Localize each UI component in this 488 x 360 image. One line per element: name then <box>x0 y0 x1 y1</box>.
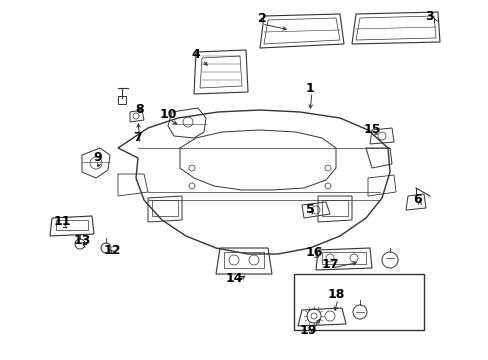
Text: 3: 3 <box>425 9 433 22</box>
Text: 12: 12 <box>103 243 121 256</box>
Bar <box>321 252 365 264</box>
Text: 17: 17 <box>321 257 338 270</box>
Text: 13: 13 <box>73 234 90 247</box>
Bar <box>56 220 88 230</box>
Text: 15: 15 <box>363 123 380 136</box>
Bar <box>152 200 178 216</box>
Text: 16: 16 <box>305 246 322 258</box>
Text: 18: 18 <box>326 288 344 301</box>
Text: 19: 19 <box>299 324 316 337</box>
Text: 4: 4 <box>191 49 200 62</box>
Bar <box>118 96 126 104</box>
Bar <box>224 252 264 268</box>
Bar <box>321 200 347 216</box>
Text: 14: 14 <box>225 271 242 284</box>
Text: 6: 6 <box>413 193 422 207</box>
Text: 5: 5 <box>305 203 314 216</box>
Bar <box>293 274 423 330</box>
Text: 8: 8 <box>135 104 144 117</box>
Text: 1: 1 <box>305 81 314 94</box>
Text: 2: 2 <box>257 12 266 24</box>
Text: 7: 7 <box>133 131 142 144</box>
Text: 10: 10 <box>159 108 176 121</box>
Text: 11: 11 <box>53 216 71 229</box>
Text: 9: 9 <box>94 152 102 165</box>
